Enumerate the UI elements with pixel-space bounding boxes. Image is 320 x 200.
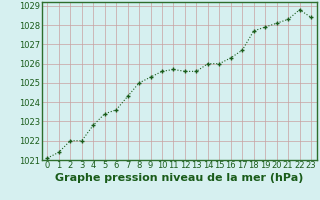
X-axis label: Graphe pression niveau de la mer (hPa): Graphe pression niveau de la mer (hPa) (55, 173, 303, 183)
